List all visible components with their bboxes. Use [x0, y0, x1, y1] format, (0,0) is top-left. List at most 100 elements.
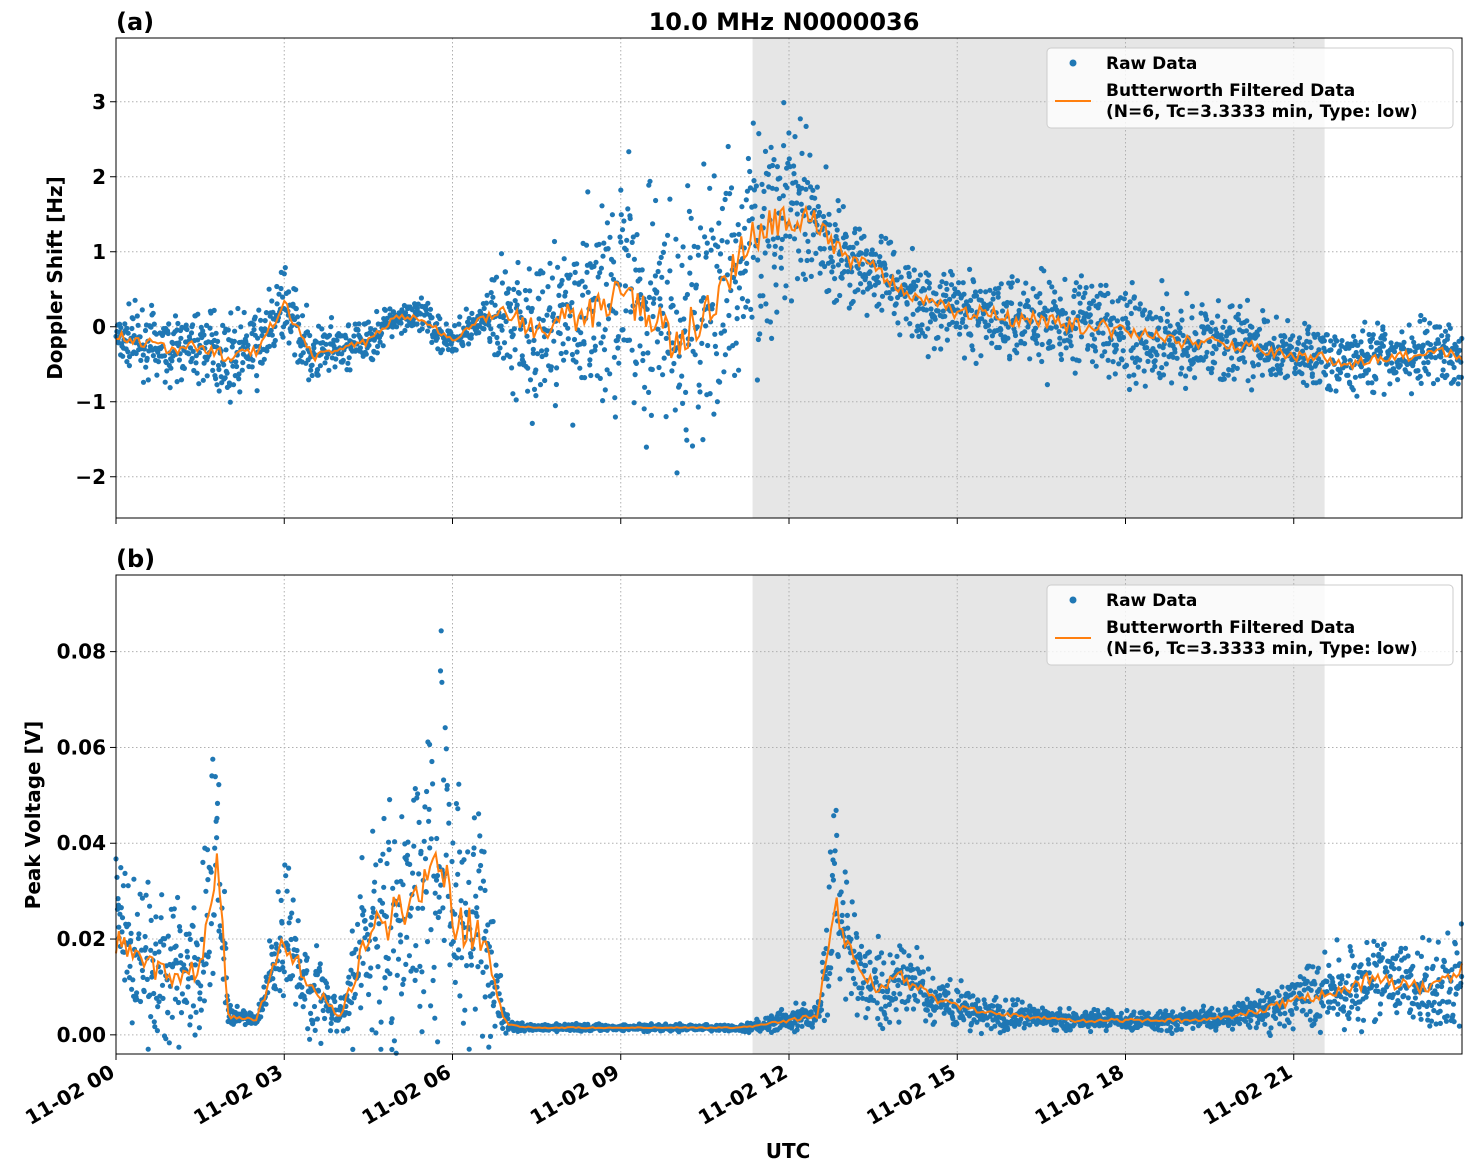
raw-data-point [832, 848, 838, 854]
raw-data-point [783, 283, 789, 289]
raw-data-point [1417, 373, 1423, 379]
raw-data-point [805, 179, 811, 186]
raw-data-point [424, 939, 431, 945]
raw-data-point [1077, 284, 1083, 290]
raw-data-point [794, 211, 800, 217]
raw-data-point [250, 357, 256, 363]
raw-data-point [849, 899, 855, 905]
raw-data-point [1172, 349, 1178, 355]
raw-data-point [1077, 300, 1083, 306]
raw-data-point [1200, 1003, 1207, 1009]
raw-data-point [1190, 1025, 1196, 1031]
raw-data-point [939, 279, 945, 285]
raw-data-point [1321, 338, 1327, 344]
raw-data-point [115, 896, 121, 902]
raw-data-point [156, 949, 162, 955]
raw-data-point [418, 295, 424, 301]
raw-data-point [419, 1029, 425, 1035]
raw-data-point [187, 936, 193, 943]
raw-data-point [1071, 293, 1077, 299]
raw-data-point [1125, 325, 1131, 331]
raw-data-point [1208, 328, 1214, 335]
raw-data-point [612, 414, 619, 420]
raw-data-point [332, 364, 338, 370]
raw-data-point [705, 342, 711, 349]
raw-data-point [477, 885, 484, 891]
raw-data-point [1045, 308, 1051, 314]
raw-data-point [1362, 319, 1368, 325]
raw-data-point [1083, 285, 1089, 291]
raw-data-point [357, 939, 363, 945]
raw-data-point [1133, 380, 1139, 386]
raw-data-point [277, 988, 283, 994]
raw-data-point [542, 377, 548, 384]
raw-data-point [240, 360, 246, 366]
raw-data-point [200, 859, 206, 866]
raw-data-point [1242, 359, 1248, 365]
raw-data-point [775, 235, 781, 241]
raw-data-point [1027, 356, 1033, 362]
raw-data-point [683, 427, 689, 433]
raw-data-point [998, 332, 1004, 338]
raw-data-point [363, 926, 369, 932]
raw-data-point [381, 884, 387, 890]
raw-data-point [476, 330, 482, 336]
raw-data-point [670, 303, 676, 309]
raw-data-point [363, 351, 369, 357]
raw-data-point [453, 882, 459, 888]
raw-data-point [1113, 346, 1119, 352]
raw-data-point [135, 935, 141, 942]
raw-data-point [826, 884, 832, 890]
raw-data-point [191, 905, 197, 911]
raw-data-point [1438, 350, 1444, 356]
raw-data-point [480, 969, 486, 976]
raw-data-point [925, 326, 931, 332]
raw-data-point [195, 311, 201, 317]
raw-data-point [299, 313, 306, 319]
raw-data-point [134, 313, 140, 319]
raw-data-point [1260, 308, 1266, 314]
raw-data-point [327, 1028, 334, 1034]
raw-data-point [487, 338, 493, 344]
raw-data-point [452, 911, 458, 917]
raw-data-point [928, 988, 934, 994]
raw-data-point [271, 951, 277, 957]
raw-data-point [1399, 329, 1405, 335]
raw-data-point [389, 334, 395, 340]
raw-data-point [360, 960, 366, 966]
raw-data-point [1312, 981, 1318, 987]
raw-data-point [621, 218, 627, 224]
raw-data-point [954, 320, 960, 326]
raw-data-point [961, 291, 967, 297]
raw-data-point [1185, 353, 1191, 359]
raw-data-point [188, 1014, 194, 1020]
raw-data-point [983, 334, 989, 341]
raw-data-point [195, 337, 201, 343]
raw-data-point [507, 301, 514, 307]
raw-data-point [233, 359, 239, 365]
panel-a-legend: Raw Data Butterworth Filtered Data (N=6,… [1046, 47, 1454, 129]
raw-data-point [1322, 348, 1328, 354]
raw-data-point [438, 882, 444, 888]
raw-data-point [241, 309, 247, 316]
raw-data-point [310, 1018, 316, 1024]
raw-data-point [1106, 374, 1112, 380]
raw-data-point [1285, 318, 1291, 324]
raw-data-point [824, 976, 830, 982]
raw-data-point [878, 950, 885, 956]
raw-data-point [140, 352, 146, 358]
raw-data-point [1439, 333, 1445, 339]
raw-data-point [808, 273, 814, 279]
raw-data-point [398, 939, 404, 945]
raw-data-point [1339, 338, 1345, 344]
raw-data-point [286, 865, 292, 871]
raw-data-point [443, 852, 449, 858]
raw-data-point [1063, 345, 1069, 351]
raw-data-point [175, 999, 182, 1006]
raw-data-point [1380, 324, 1386, 330]
raw-data-point [654, 289, 660, 295]
raw-data-point [983, 289, 989, 295]
raw-data-point [370, 357, 376, 363]
raw-data-point [714, 263, 720, 269]
raw-data-point [1123, 315, 1129, 321]
